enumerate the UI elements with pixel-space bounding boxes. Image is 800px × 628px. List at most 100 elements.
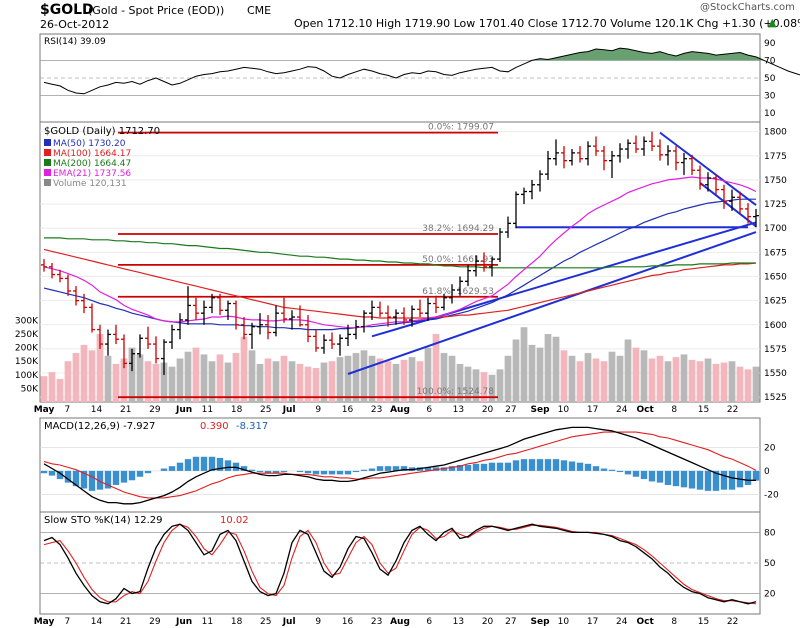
volume-bar [568,355,576,402]
volume-bar [672,357,680,402]
ohlc-bar [217,293,223,316]
volume-bar [528,344,536,402]
ohlc-bar [689,154,695,176]
volume-bar [432,334,440,402]
macd-histogram-bar [488,462,496,471]
ohlc-bar [177,313,183,340]
date-axis-label: 11 [202,405,213,415]
rsi-overbought-fill [556,56,564,61]
volume-bar [536,347,544,402]
macd-histogram-bar [584,463,592,471]
ohlc-bar [121,334,127,369]
date-axis-label: Oct [636,405,654,415]
bottom-date-axis-label: 25 [260,617,271,627]
macd-histogram-bar [504,462,512,471]
macd-line [43,426,756,505]
macd-histogram-bar [264,470,272,474]
volume-bar [48,372,56,402]
volume-y-tick: 100K [15,371,39,381]
ohlc-bar [233,300,239,330]
price-legend-item: MA(200) 1664.47 [53,159,131,169]
bottom-date-axis-label: Sep [531,617,551,627]
fib-level-label: 38.2%: 1694.29 [422,224,494,234]
volume-bar [520,327,528,402]
volume-bar [472,369,480,402]
macd-histogram-bar [48,470,56,476]
price-legend-item: MA(100) 1664.17 [53,149,131,159]
macd-histogram-bar [240,466,248,471]
macd-histogram-bar [560,460,568,471]
volume-bar [160,362,168,402]
date-axis-label: 25 [260,405,271,415]
bottom-date-axis-label: Jul [282,617,296,627]
volume-y-tick: 300K [15,316,39,326]
volume-bar [736,366,744,402]
volume-bar [232,353,240,402]
ohlc-bar [281,297,287,323]
macd-histogram-bar [136,470,144,477]
volume-bar [696,361,704,402]
moving-average-line-3 [43,176,757,329]
ohlc-bar [73,286,79,306]
rsi-overbought-fill [684,51,692,61]
macd-histogram-bar [168,466,176,471]
ohlc-bar [345,324,351,346]
price-y-tick: 1750 [764,176,787,186]
date-axis-label: 8 [671,405,677,415]
price-legend-item: Volume 120,131 [53,179,127,189]
macd-histogram-bar [96,470,104,490]
volume-bar [264,358,272,402]
volume-bar [96,334,104,402]
volume-bar [288,361,296,402]
volume-bar [144,361,152,402]
rsi-line [43,47,800,95]
bottom-date-axis-label: 24 [616,617,628,627]
ohlc-bar [97,324,103,349]
ohlc-bar [489,257,495,277]
price-legend-item-swatch [44,149,51,156]
volume-bar [384,361,392,402]
volume-bar [560,350,568,402]
volume-bar [576,361,584,402]
date-axis-label: 20 [482,405,494,415]
macd-histogram-bar [616,470,624,473]
macd-histogram-bar [256,470,264,473]
ohlc-bar [721,184,727,209]
ohlc-bar [353,319,359,340]
fib-level-label: 0.0%: 1799.07 [428,123,494,133]
volume-bar [544,334,552,402]
volume-bar [600,361,608,402]
bottom-date-axis-label: 8 [671,617,677,627]
volume-bar [512,339,520,402]
bottom-date-axis-label: 7 [64,617,70,627]
volume-bar [496,369,504,402]
price-y-tick: 1625 [764,297,787,307]
bottom-date-axis-label: May [34,617,55,627]
header-exchange: CME [247,4,272,17]
ohlc-bar [161,339,167,375]
date-axis-label: 17 [587,405,598,415]
volume-y-tick: 50K [21,384,39,394]
rsi-overbought-fill [572,52,580,61]
macd-histogram-bar [728,470,736,490]
ohlc-bar [137,334,143,358]
bottom-date-axis-label: Aug [390,617,410,627]
volume-bar [112,363,120,402]
ohlc-bar [289,310,295,330]
volume-bar [368,355,376,402]
rsi-overbought-fill [628,48,636,61]
macd-histogram-bar [640,470,648,480]
price-legend-item: MA(50) 1730.20 [53,139,126,149]
ohlc-bar [265,315,271,340]
volume-bar [136,354,144,402]
ohlc-bar [417,299,423,318]
fib-level-label: 100.0%: 1524.78 [417,387,495,397]
ohlc-bar [113,324,119,345]
ohlc-bar [673,146,679,171]
volume-bar [208,361,216,402]
ohlc-bar [193,297,199,320]
ohlc-bar [305,315,311,343]
volume-bar [688,359,696,402]
ohlc-bar [681,152,687,176]
volume-bar [728,361,736,402]
